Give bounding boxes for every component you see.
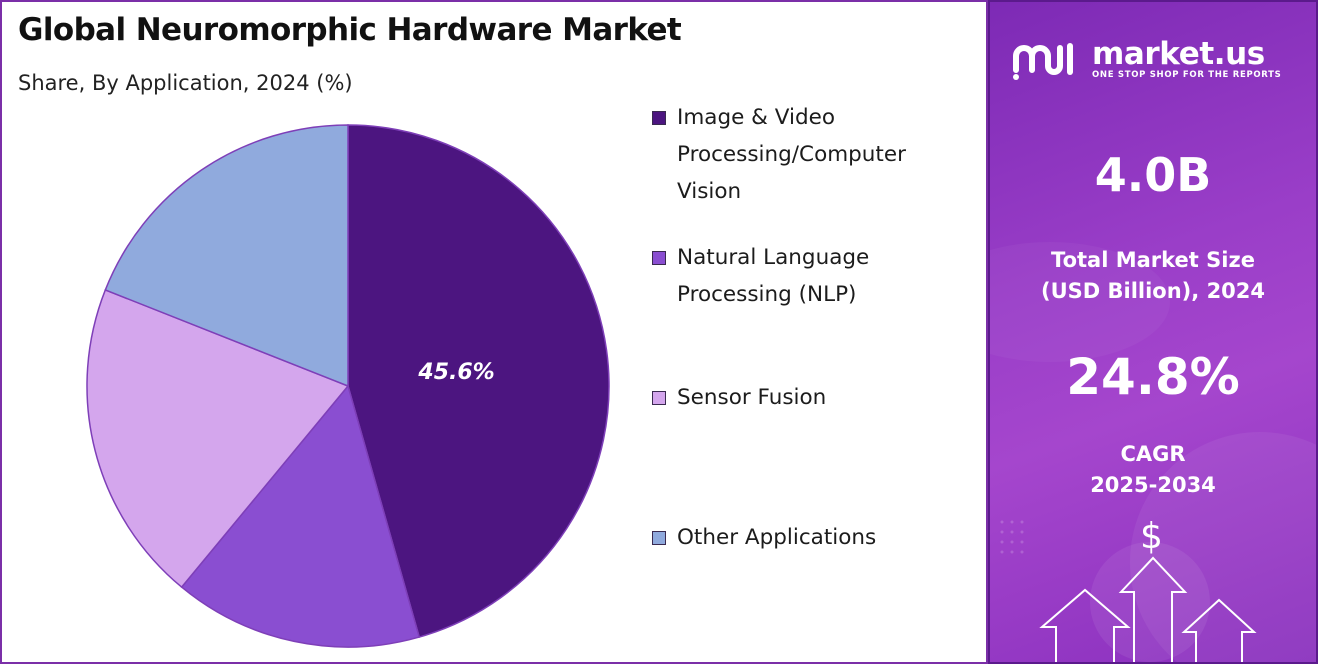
market-us-logo-icon (1013, 43, 1073, 80)
legend-label-line: Vision (677, 179, 742, 204)
legend-label-line: Processing (NLP) (677, 282, 857, 307)
brand-name: market.us (1092, 36, 1265, 72)
legend-swatch (652, 531, 666, 545)
pie-slice (347, 124, 610, 639)
legend-label: Sensor Fusion (677, 379, 977, 416)
legend-label-line: Natural Language (677, 245, 870, 270)
pie-chart: 45.6% (86, 124, 610, 648)
market-size-value: 4.0B (1094, 148, 1212, 202)
market-size-label-line1: Total Market Size (1051, 248, 1255, 272)
legend-label: Image & Video Processing/Computer Vision (677, 99, 977, 210)
legend-label: Natural Language Processing (NLP) (677, 239, 977, 313)
pie-data-labels: 45.6% (417, 360, 494, 385)
chart-panel: Global Neuromorphic Hardware Market Shar… (0, 0, 988, 664)
up-arrow-icon (1039, 588, 1131, 662)
chart-subtitle: Share, By Application, 2024 (%) (18, 71, 353, 95)
summary-sidebar: market.us ONE STOP SHOP FOR THE REPORTS … (988, 0, 1318, 664)
pie-slice (86, 288, 350, 589)
up-arrow-icon (1181, 598, 1257, 662)
brand-tagline: ONE STOP SHOP FOR THE REPORTS (1092, 70, 1282, 80)
dollar-icon: $ (1140, 516, 1163, 557)
pie-data-label: 45.6% (417, 360, 494, 385)
cagr-label-line2: 2025-2034 (1090, 473, 1216, 497)
legend-label-line: Sensor Fusion (677, 385, 827, 410)
cagr-label: CAGR 2025-2034 (990, 439, 1316, 501)
legend-swatch (652, 111, 666, 125)
legend-label-line: Processing/Computer (677, 142, 906, 167)
pie-slice (104, 124, 349, 388)
pie-slice (180, 384, 421, 648)
legend-label-line: Other Applications (677, 525, 877, 550)
legend-label-line: Image & Video (677, 105, 836, 130)
market-us-brand: market.us ONE STOP SHOP FOR THE REPORTS (1010, 36, 1300, 86)
growth-arrows (1039, 556, 1257, 662)
up-arrow-icon (1118, 556, 1188, 662)
legend-label: Other Applications (677, 519, 977, 556)
market-size-label: Total Market Size (USD Billion), 2024 (990, 245, 1316, 307)
cagr-label-line1: CAGR (1120, 442, 1186, 466)
legend-swatch (652, 391, 666, 405)
pie-slices (86, 124, 610, 648)
market-size-label-line2: (USD Billion), 2024 (1040, 279, 1266, 303)
chart-title: Global Neuromorphic Hardware Market (18, 12, 682, 48)
background-decoration (990, 242, 1316, 662)
legend-swatch (652, 251, 666, 265)
cagr-value: 24.8% (1066, 348, 1240, 406)
